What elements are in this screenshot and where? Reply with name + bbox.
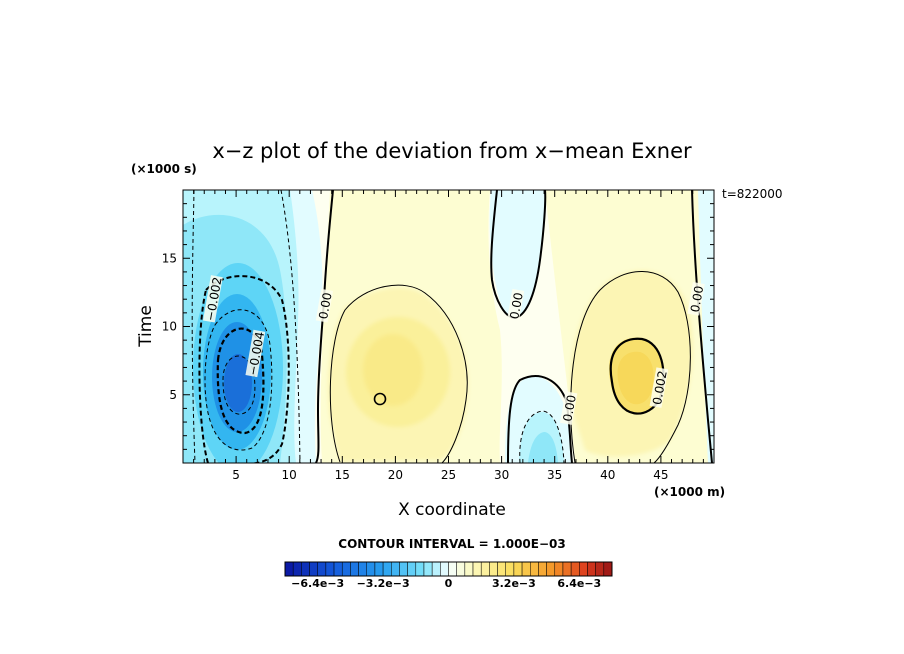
colorbar-cell [341,561,351,577]
filled-contour-field [183,190,714,463]
x-tick-label: 10 [282,468,297,482]
colorbar-cell [374,561,384,577]
axis-ticks [183,190,714,463]
colorbar-cell [350,561,359,577]
colorbar-tick-label: −3.2e−3 [356,577,410,590]
colorbar-cell [317,561,327,577]
colorbar-cell [521,561,531,577]
contour-label: 0.00 [506,288,526,323]
colorbar-cell [570,561,580,577]
x-tick-label: 5 [232,468,240,482]
y-unit-label: (×1000 s) [131,162,197,176]
contour-lines [191,190,713,463]
colorbar-cell [391,561,400,577]
colorbar-cell [448,561,457,577]
contour-label-text: 0.00 [507,291,525,320]
colorbar-cell [366,561,376,577]
colorbar-cell [497,561,506,577]
contour-label: 0.00 [559,391,579,425]
colorbar-cell [480,561,490,577]
y-tick-label: 10 [162,320,177,334]
contour-label: 0.00 [687,282,706,316]
colorbar-cell [472,561,482,577]
colorbar-cell [538,561,547,577]
colorbar-cell [292,561,302,577]
colorbar [284,561,613,577]
colorbar-cell [546,561,556,577]
colorbar-cell [325,561,335,577]
colorbar-cell [464,561,474,577]
colorbar-tick-label: 0 [444,577,453,590]
colorbar-cell [284,561,294,577]
timestamp-label: t=822000 [722,187,783,201]
colorbar-cell [399,561,408,577]
x-tick-label: 40 [600,468,615,482]
y-tick-label: 5 [169,388,177,402]
contour-label: 0.00 [315,288,335,323]
contour-label-text: 0.00 [560,394,578,423]
colorbar-cell [579,561,588,577]
colorbar-tick-label: 3.2e−3 [491,577,536,590]
x-axis-label: X coordinate [398,500,506,520]
colorbar-cell [505,561,515,577]
colorbar-cell [423,561,433,577]
x-tick-label: 30 [494,468,509,482]
colorbar-cell [431,561,441,577]
colorbar-cell [407,561,417,577]
colorbar-tick-label: 6.4e−3 [557,577,602,590]
x-tick-label: 20 [388,468,403,482]
colorbar-cell [382,561,392,577]
colorbar-cell [415,561,425,577]
y-axis-label: Time [136,305,156,347]
colorbar-cell [301,561,310,577]
colorbar-cell [595,561,605,577]
colorbar-cell [309,561,318,577]
colorbar-frame [284,561,613,577]
x-tick-label: 15 [335,468,350,482]
colorbar-cell [562,561,572,577]
chart-title: x−z plot of the deviation from x−mean Ex… [212,139,692,163]
colorbar-cell [456,561,466,577]
contour-interval-label: CONTOUR INTERVAL = 1.000E−03 [338,537,566,551]
x-tick-label: 25 [441,468,456,482]
colorbar-tick-label: −6.4e−3 [291,577,345,590]
colorbar-cell [530,561,539,577]
contour-label: 0.002 [649,367,670,408]
contour-label-text: 0.00 [688,285,706,314]
colorbar-cell [358,561,368,577]
colorbar-cell [554,561,564,577]
colorbar-cell [603,561,613,577]
x-unit-label: (×1000 m) [654,485,726,499]
colorbar-cell [489,561,498,577]
colorbar-cell [513,561,523,577]
axis-tick-labels: 5 10 15 20 25 30 35 40 45 5 10 15 [162,251,669,482]
contour-label-text: 0.00 [316,291,334,320]
colorbar-cell [587,561,596,577]
x-tick-label: 35 [547,468,562,482]
x-tick-label: 45 [653,468,668,482]
colorbar-cell [440,561,449,577]
colorbar-cell [333,561,343,577]
y-tick-label: 15 [162,251,177,265]
contour-label-text: 0.002 [650,370,670,406]
